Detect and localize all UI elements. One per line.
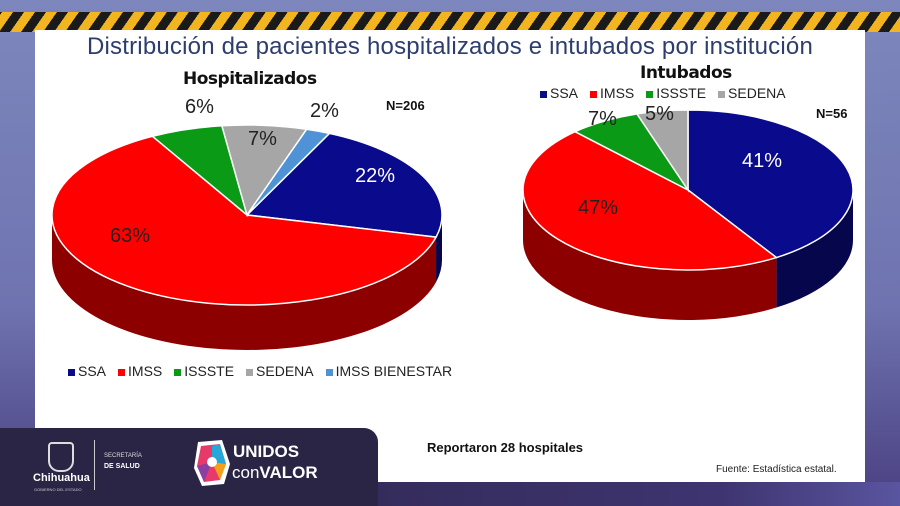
legend-swatch: [590, 90, 598, 98]
legend-swatch: [68, 368, 75, 376]
campaign-valor: VALOR: [259, 463, 318, 482]
pie-slice-imss: [522, 130, 779, 271]
legend-label: IMSS BIENESTAR: [335, 363, 453, 379]
state-name: Chihuahua: [33, 472, 90, 484]
legend-swatch: [118, 368, 126, 376]
legend-item: SEDENA: [718, 85, 786, 101]
chart-title-intubados: Intubados: [640, 63, 732, 83]
legend-item: IMSS BIENESTAR: [325, 363, 453, 379]
state-subtitle: GOBIERNO DEL ESTADO: [34, 487, 82, 492]
legend-swatch: [718, 90, 726, 98]
data-label: 5%: [645, 103, 674, 125]
legend-item: IMSS: [118, 363, 162, 379]
campaign-line-1: UNIDOS: [233, 442, 300, 461]
legend-item: ISSSTE: [174, 363, 234, 379]
data-label: 22%: [355, 165, 396, 187]
secretaria-label: SECRETARÍA: [104, 453, 142, 459]
pie-slice-side: [523, 190, 777, 320]
legend-hospitalizados: SSA IMSS ISSSTE SEDENA IMSS BIENESTAR: [68, 363, 452, 379]
data-label: 7%: [588, 108, 617, 130]
legend-item: ISSSTE: [646, 85, 706, 101]
legend-swatch: [174, 368, 182, 376]
data-label: 41%: [742, 150, 783, 172]
salud-label: DE SALUD: [104, 463, 140, 470]
pie-slice-imss-bienestar: [246, 128, 331, 216]
pie-slice-side: [52, 215, 437, 351]
data-label: 7%: [248, 128, 277, 150]
state-shield-icon: [48, 442, 74, 472]
legend-label: SSA: [78, 363, 107, 379]
legend-label: IMSS: [600, 85, 635, 101]
pie-slice-side: [436, 215, 442, 283]
legend-swatch: [246, 368, 254, 376]
legend-label: SSA: [550, 85, 579, 101]
pie-slice-imss: [51, 135, 438, 306]
legend-item: IMSS: [590, 85, 634, 101]
n-hospitalizados: N=206: [386, 98, 425, 113]
pie-slice-side: [776, 190, 853, 308]
pie-slice-sedena: [635, 109, 689, 193]
page-title: Distribución de pacientes hospitalizados…: [86, 33, 814, 60]
legend-intubados: SSA IMSS ISSSTE SEDENA: [540, 85, 786, 101]
legend-item: SEDENA: [246, 363, 314, 379]
footer-logos: Chihuahua GOBIERNO DEL ESTADO SECRETARÍA…: [0, 428, 378, 506]
data-label: 6%: [185, 96, 214, 118]
hospitals-note: Reportaron 28 hospitales: [427, 440, 584, 455]
pie-slice-ssa: [245, 132, 443, 238]
legend-label: SEDENA: [728, 85, 786, 101]
n-intubados: N=56: [816, 106, 848, 121]
campaign-con: con: [232, 463, 260, 482]
legend-swatch: [325, 368, 333, 376]
legend-label: ISSSTE: [184, 363, 235, 379]
data-label: 47%: [578, 197, 619, 219]
legend-item: SSA: [68, 363, 106, 379]
data-label: 2%: [310, 100, 339, 122]
chihuahua-map-logo-icon: [194, 440, 230, 486]
source-note: Fuente: Estadística estatal.: [716, 464, 837, 475]
legend-label: ISSSTE: [656, 85, 707, 101]
data-label: 63%: [110, 225, 151, 247]
hazard-stripe: [0, 12, 900, 32]
legend-item: SSA: [540, 85, 578, 101]
legend-swatch: [646, 90, 654, 98]
legend-label: IMSS: [128, 363, 163, 379]
legend-label: SEDENA: [256, 363, 314, 379]
chart-title-hospitalizados: Hospitalizados: [183, 69, 317, 89]
divider: [94, 440, 95, 490]
legend-swatch: [540, 90, 547, 98]
